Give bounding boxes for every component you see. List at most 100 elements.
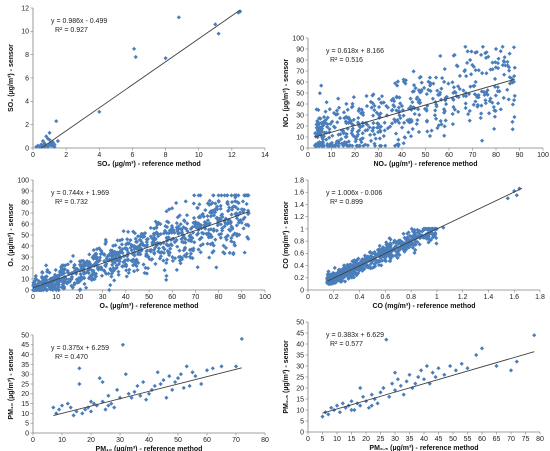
- y-tick-label: 60: [21, 221, 29, 228]
- data-point: [341, 110, 347, 115]
- data-point: [510, 102, 515, 107]
- data-point: [495, 101, 501, 106]
- data-point: [222, 193, 227, 198]
- data-point: [425, 129, 430, 134]
- data-point: [345, 262, 350, 268]
- data-point: [40, 283, 45, 288]
- data-point: [184, 226, 189, 231]
- data-point: [377, 136, 382, 141]
- data-point: [109, 274, 114, 279]
- data-point: [144, 397, 149, 402]
- data-point: [406, 106, 412, 111]
- data-point: [44, 134, 49, 139]
- data-point: [184, 213, 190, 218]
- data-point: [144, 271, 149, 276]
- data-point: [412, 111, 417, 117]
- y-tick-label: 1.4: [294, 202, 304, 209]
- x-tick-label: 8: [164, 152, 168, 159]
- data-point: [479, 52, 484, 57]
- data-point: [434, 241, 439, 246]
- data-point: [364, 93, 369, 99]
- pm25-scatter-panel: 0 5 10 15 20 25 30 35 40 45 50 55 60 65 70 75 80 0 5 10 15 20…: [275, 300, 550, 451]
- data-point: [361, 394, 366, 399]
- data-point: [479, 111, 484, 116]
- data-point: [174, 267, 179, 273]
- y-tick-label: 35: [296, 352, 304, 359]
- data-point: [413, 381, 418, 386]
- data-point: [215, 207, 220, 212]
- y-tick-label: 5: [300, 418, 304, 425]
- x-tick-label: 0.8: [406, 294, 416, 301]
- data-point: [208, 208, 214, 214]
- data-point: [505, 87, 510, 92]
- regression-equation: y = 0.383x + 6.629: [326, 332, 384, 339]
- data-point: [407, 372, 412, 377]
- data-point: [204, 368, 210, 373]
- x-tick-label: 80: [215, 294, 223, 301]
- data-point: [68, 405, 73, 410]
- data-point: [64, 280, 69, 285]
- y-tick-label: 30: [296, 112, 304, 119]
- x-tick-label: 65: [493, 436, 501, 443]
- data-point: [415, 227, 420, 232]
- data-point: [461, 88, 466, 93]
- data-point: [466, 91, 472, 97]
- data-point: [327, 107, 332, 112]
- data-point: [178, 222, 183, 227]
- y-axis-title: PM₁₀ (µg/m³) - sensor: [8, 348, 15, 419]
- data-point: [451, 104, 456, 110]
- data-point: [323, 117, 328, 123]
- x-tick-label: 30: [99, 294, 107, 301]
- data-point: [431, 81, 436, 86]
- data-point: [203, 208, 208, 213]
- data-point: [192, 221, 197, 226]
- data-point: [463, 101, 468, 106]
- data-point: [486, 111, 492, 116]
- o3-scatter-panel: 0 10 20 30 40 50 60 70 80 90 100 0 10 20 30 40 50 60 70 80 9…: [0, 150, 275, 310]
- data-point: [364, 263, 369, 269]
- data-point: [44, 274, 49, 279]
- data-point: [348, 119, 354, 124]
- data-point: [453, 368, 458, 373]
- data-point: [444, 94, 449, 99]
- x-tick-label: 35: [406, 436, 414, 443]
- data-point: [385, 105, 390, 110]
- x-tick-label: 0: [31, 152, 35, 159]
- data-point: [210, 366, 215, 371]
- data-point: [174, 237, 179, 243]
- data-point: [414, 121, 419, 127]
- data-point: [349, 105, 354, 110]
- data-point: [500, 63, 505, 68]
- data-point: [189, 247, 194, 252]
- data-point: [155, 370, 160, 375]
- data-point: [430, 96, 436, 101]
- data-point: [182, 246, 187, 251]
- data-point: [106, 253, 111, 258]
- data-point: [132, 269, 137, 274]
- data-point: [66, 277, 72, 282]
- x-tick-label: 10: [195, 152, 203, 159]
- x-tick-label: 50: [422, 152, 430, 159]
- data-point: [465, 60, 470, 66]
- y-tick-label: 70: [21, 210, 29, 217]
- data-point: [222, 224, 227, 229]
- data-point: [218, 203, 223, 208]
- x-tick-label: 90: [238, 294, 246, 301]
- data-point: [164, 395, 169, 400]
- data-point: [393, 118, 398, 123]
- data-point: [395, 255, 400, 260]
- data-point: [202, 220, 207, 225]
- data-point: [383, 143, 388, 148]
- y-tick-label: 0: [300, 145, 304, 152]
- data-point: [204, 231, 209, 236]
- r-squared-label: R² = 0.577: [330, 341, 363, 348]
- data-point: [36, 287, 42, 293]
- data-point: [395, 95, 400, 100]
- data-point: [392, 370, 398, 375]
- data-point: [383, 247, 389, 252]
- data-point: [150, 240, 155, 245]
- data-point: [239, 220, 244, 225]
- data-point: [360, 131, 365, 136]
- data-point: [315, 119, 320, 124]
- data-point: [314, 125, 319, 130]
